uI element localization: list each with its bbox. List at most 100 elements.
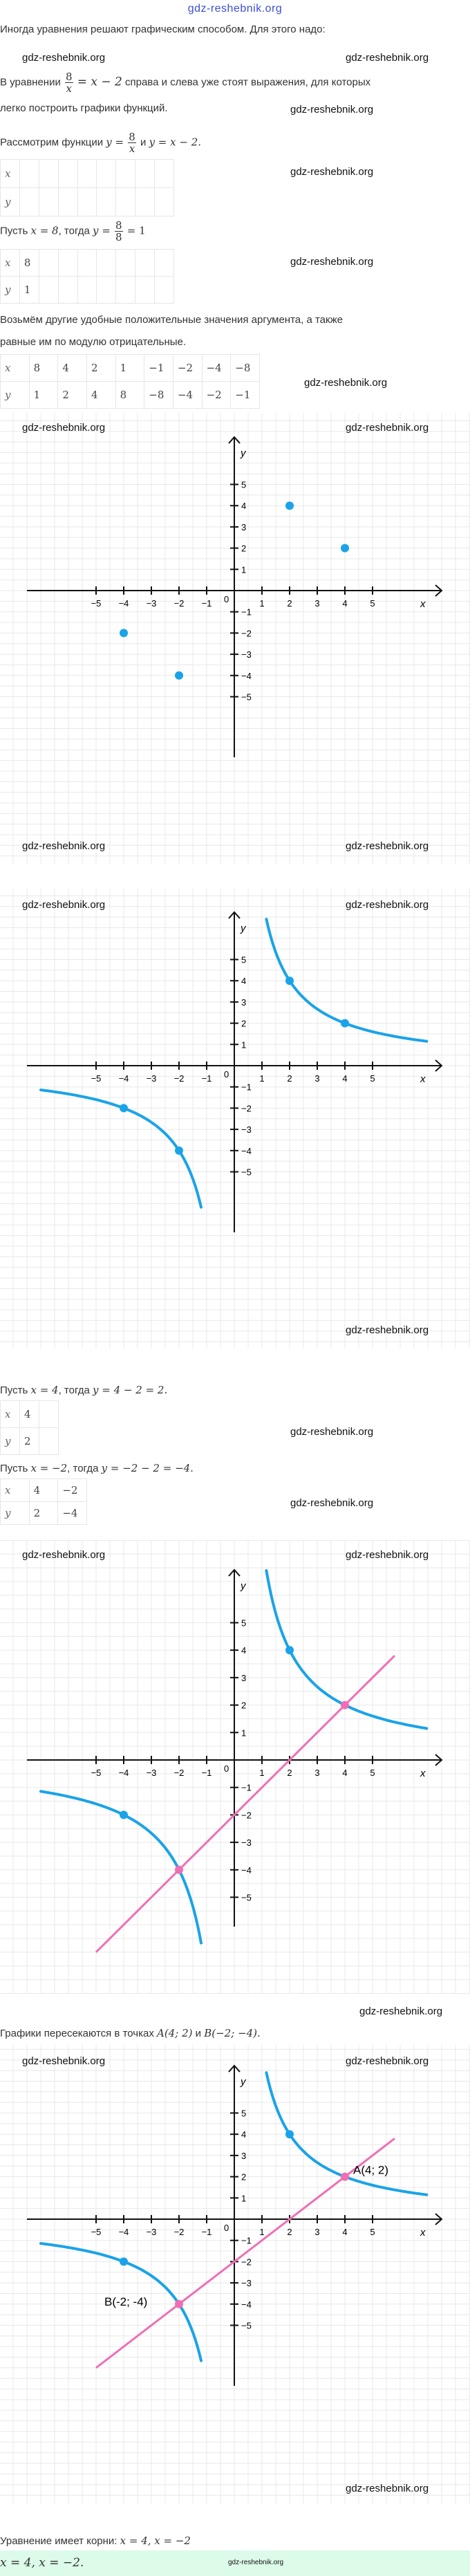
- denominator: x: [129, 142, 135, 155]
- x-tick-label: 1: [259, 1768, 264, 1778]
- table-cell: 1: [28, 381, 59, 409]
- row-header: x: [0, 159, 20, 188]
- table-cell: [77, 187, 97, 216]
- y-tick-label: 5: [241, 955, 246, 965]
- annotation-point-b: B(-2; -4): [104, 2295, 147, 2308]
- x-tick-label: −3: [147, 1073, 157, 1084]
- other-values-line-1: Возьмём другие удобные положительные зна…: [0, 314, 343, 326]
- table-cell: [154, 276, 174, 304]
- y-axis-label: y: [240, 1580, 247, 1592]
- x-tick-label: −3: [147, 2227, 157, 2237]
- y-tick-label: 1: [241, 1039, 246, 1050]
- x-tick-label: 2: [287, 1073, 292, 1084]
- y-tick-label: 2: [241, 1701, 246, 1711]
- intersection-point: [341, 1701, 349, 1709]
- row-header: y: [0, 187, 20, 216]
- row-header: x: [0, 1400, 20, 1428]
- table-cell: 8: [19, 249, 39, 277]
- intersection-point: [175, 2299, 183, 2308]
- intro-line-2-before: В уравнении: [0, 76, 61, 89]
- watermark: gdz-reshebnik.org: [22, 899, 106, 911]
- watermark: gdz-reshebnik.org: [346, 1324, 429, 1336]
- y-tick-label: −2: [241, 1103, 252, 1113]
- row-header: y: [0, 1501, 30, 1525]
- intersection-point: [341, 2172, 349, 2181]
- numerator: 8: [65, 71, 73, 83]
- x-tick-label: 5: [370, 598, 375, 609]
- x-tick-label: −1: [202, 598, 212, 609]
- x-tick-label: 4: [342, 2227, 347, 2237]
- table-cell: [57, 249, 78, 277]
- y-tick-label: −4: [241, 671, 252, 681]
- y-tick-label: 1: [241, 564, 246, 575]
- table-cell: [154, 187, 174, 216]
- row-header: x: [0, 354, 30, 382]
- y-tick-label: 3: [241, 522, 246, 532]
- table-cell: −2: [172, 354, 203, 382]
- table-cell: [38, 159, 59, 188]
- row-header: y: [0, 276, 20, 304]
- x-axis-label: x: [420, 2227, 426, 2239]
- consider-before: Рассмотрим функции: [0, 136, 104, 149]
- y-tick-label: 2: [241, 1019, 246, 1029]
- x-tick-label: −2: [174, 1768, 185, 1778]
- x-tick-label: −4: [119, 1073, 129, 1084]
- x-tick-label: 5: [370, 1768, 375, 1778]
- x-tick-label: 5: [370, 1073, 375, 1084]
- y-tick-label: 1: [241, 1727, 246, 1738]
- table-cell: [135, 276, 155, 304]
- let-before: Пусть: [0, 225, 28, 237]
- y-tick-label: 3: [241, 1673, 246, 1683]
- other-values-line-2: равные им по модулю отрицательные.: [0, 336, 187, 348]
- table-cell: [115, 276, 136, 304]
- intro-line-1: Иногда уравнения решают графическим спос…: [0, 24, 326, 35]
- x-tick-label: 1: [259, 1073, 264, 1084]
- watermark: gdz-reshebnik.org: [22, 840, 106, 852]
- y-axis-arrow-icon: [228, 1568, 241, 1577]
- y-tick-label: 4: [241, 1645, 246, 1656]
- watermark: gdz-reshebnik.org: [359, 2005, 443, 2017]
- watermark: gdz-reshebnik.org: [290, 104, 374, 115]
- x-tick-label: −3: [147, 598, 157, 609]
- data-point: [285, 1646, 294, 1655]
- x-tick-label: −5: [91, 1768, 102, 1778]
- roots-value: x = 4, x = −2: [120, 2535, 191, 2547]
- table-cell: [39, 1427, 59, 1455]
- table-cell: 2: [86, 354, 116, 382]
- table-cell: [38, 187, 59, 216]
- intersection-text: Графики пересекаются в точках A(4; 2) и …: [0, 2026, 261, 2041]
- x-tick-label: 2: [287, 1768, 292, 1778]
- x-axis-arrow-icon: [435, 584, 443, 597]
- denominator: x: [66, 82, 72, 95]
- y-tick-label: 2: [241, 544, 246, 554]
- y-tick-label: −5: [241, 1167, 252, 1178]
- x-tick-label: 3: [314, 1073, 319, 1084]
- let-then: , тогда: [58, 1384, 90, 1396]
- x-tick-label: 5: [370, 2227, 375, 2237]
- watermark: gdz-reshebnik.org: [346, 2055, 429, 2067]
- table-cell: 4: [19, 1400, 39, 1428]
- func-2: y = x − 2.: [149, 136, 202, 149]
- coordinate-plane-4: x y 0 −5 −4 −3 −2 −1 1 2 3 4 5 5 4 3 2 1 −1 −2 −3 −4 −5 A(4; 2)…: [0, 2045, 470, 2503]
- table-cell: −4: [172, 381, 203, 409]
- table-row: x: [0, 159, 174, 188]
- x-tick-label: −4: [119, 2227, 129, 2237]
- table-cell: [154, 249, 174, 277]
- site-logo[interactable]: gdz-reshebnik.org: [187, 3, 283, 15]
- table-cell: [77, 249, 97, 277]
- watermark: gdz-reshebnik.org: [290, 1426, 374, 1438]
- answer-value: x = 4, x = −2.: [0, 2556, 84, 2570]
- value-table-hyperbola: x 8 4 2 1 −1 −2 −4 −8 y 1 2 4 8 −8 −4 −2 −1: [0, 354, 260, 409]
- intro-line-2-after: справа и слева уже стоят выражения, для …: [125, 76, 371, 89]
- y-tick-label: −5: [241, 2321, 252, 2331]
- let-x: x = 8: [30, 224, 59, 237]
- x-axis-label: x: [420, 1768, 426, 1779]
- watermark: gdz-reshebnik.org: [290, 166, 374, 178]
- x-tick-label: −1: [202, 2227, 212, 2237]
- table-cell: [115, 187, 136, 216]
